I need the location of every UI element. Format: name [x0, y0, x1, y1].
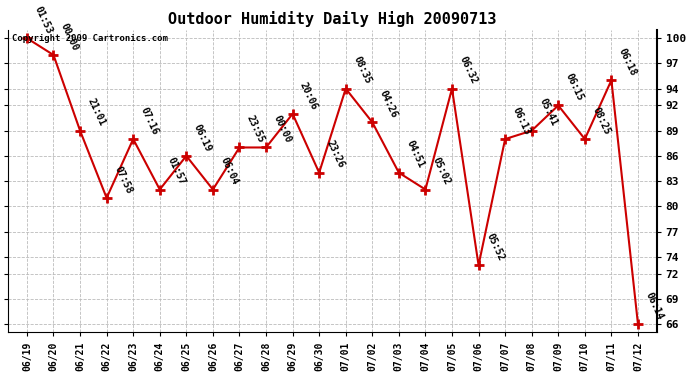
Text: 05:02: 05:02 — [431, 156, 453, 187]
Text: 01:53: 01:53 — [32, 4, 54, 35]
Text: 01:57: 01:57 — [166, 156, 187, 187]
Text: 06:14: 06:14 — [644, 290, 665, 321]
Text: 08:25: 08:25 — [591, 105, 612, 136]
Text: 06:18: 06:18 — [617, 46, 638, 78]
Text: Copyright 2009 Cartronics.com: Copyright 2009 Cartronics.com — [12, 34, 168, 43]
Text: 20:06: 20:06 — [298, 80, 319, 111]
Text: 08:35: 08:35 — [351, 55, 373, 86]
Text: 04:26: 04:26 — [378, 88, 400, 120]
Text: 06:13: 06:13 — [511, 105, 532, 136]
Text: 00:00: 00:00 — [59, 21, 81, 52]
Text: 21:01: 21:01 — [86, 97, 107, 128]
Text: 06:32: 06:32 — [457, 55, 479, 86]
Text: 23:55: 23:55 — [245, 114, 266, 145]
Text: 05:41: 05:41 — [538, 97, 559, 128]
Text: 04:51: 04:51 — [404, 139, 426, 170]
Text: 06:04: 06:04 — [219, 156, 240, 187]
Text: 05:52: 05:52 — [484, 231, 506, 262]
Title: Outdoor Humidity Daily High 20090713: Outdoor Humidity Daily High 20090713 — [168, 11, 497, 27]
Text: 07:16: 07:16 — [139, 105, 160, 136]
Text: 00:00: 00:00 — [272, 114, 293, 145]
Text: 06:15: 06:15 — [564, 72, 585, 103]
Text: 06:19: 06:19 — [192, 122, 213, 153]
Text: 23:26: 23:26 — [325, 139, 346, 170]
Text: 07:58: 07:58 — [112, 164, 134, 195]
